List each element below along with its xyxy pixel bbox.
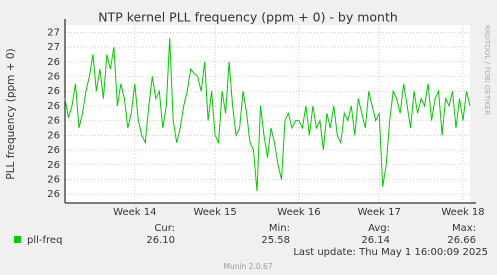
y-tick-label: 26 — [47, 130, 60, 141]
summary-label: Avg: — [368, 223, 390, 234]
summary-value: 26.14 — [361, 235, 390, 246]
side-label: RRDTOOL / TOBI OETIKER — [483, 25, 491, 115]
summary-label: Max: — [452, 223, 476, 234]
y-tick-label: 26 — [47, 160, 60, 171]
summary-value: 26.66 — [447, 235, 476, 246]
x-tick-label: Week 15 — [193, 207, 236, 218]
y-axis-label: PLL frequency (ppm + 0) — [5, 48, 17, 179]
x-tick-label: Week 17 — [358, 207, 401, 218]
y-tick-label: 26 — [47, 57, 60, 68]
y-tick-label: 27 — [47, 27, 60, 38]
summary-value: 25.58 — [261, 235, 290, 246]
plot-area — [65, 25, 470, 203]
y-tick-label: 26 — [47, 189, 60, 200]
legend-swatch — [14, 236, 21, 243]
y-tick-label: 26 — [47, 174, 60, 185]
x-tick-label: Week 18 — [441, 207, 484, 218]
chart-title: NTP kernel PLL frequency (ppm + 0) - by … — [98, 10, 398, 25]
y-tick-label: 26 — [47, 101, 60, 112]
y-tick-label: 26 — [47, 116, 60, 127]
y-tick-label: 26 — [47, 145, 60, 156]
legend-label: pll-freq — [27, 235, 62, 246]
x-tick-label: Week 16 — [277, 207, 320, 218]
summary-label: Min: — [269, 223, 290, 234]
x-tick-label: Week 14 — [113, 207, 156, 218]
footer: Munin 2.0.67 — [223, 262, 272, 271]
summary-value: 26.10 — [146, 235, 175, 246]
data-line — [64, 38, 471, 192]
y-tick-label: 27 — [47, 42, 60, 53]
summary-label: Cur: — [154, 223, 175, 234]
y-tick-label: 26 — [47, 71, 60, 82]
y-tick-label: 26 — [47, 86, 60, 97]
last-update: Last update: Thu May 1 16:00:09 2025 — [293, 247, 488, 258]
